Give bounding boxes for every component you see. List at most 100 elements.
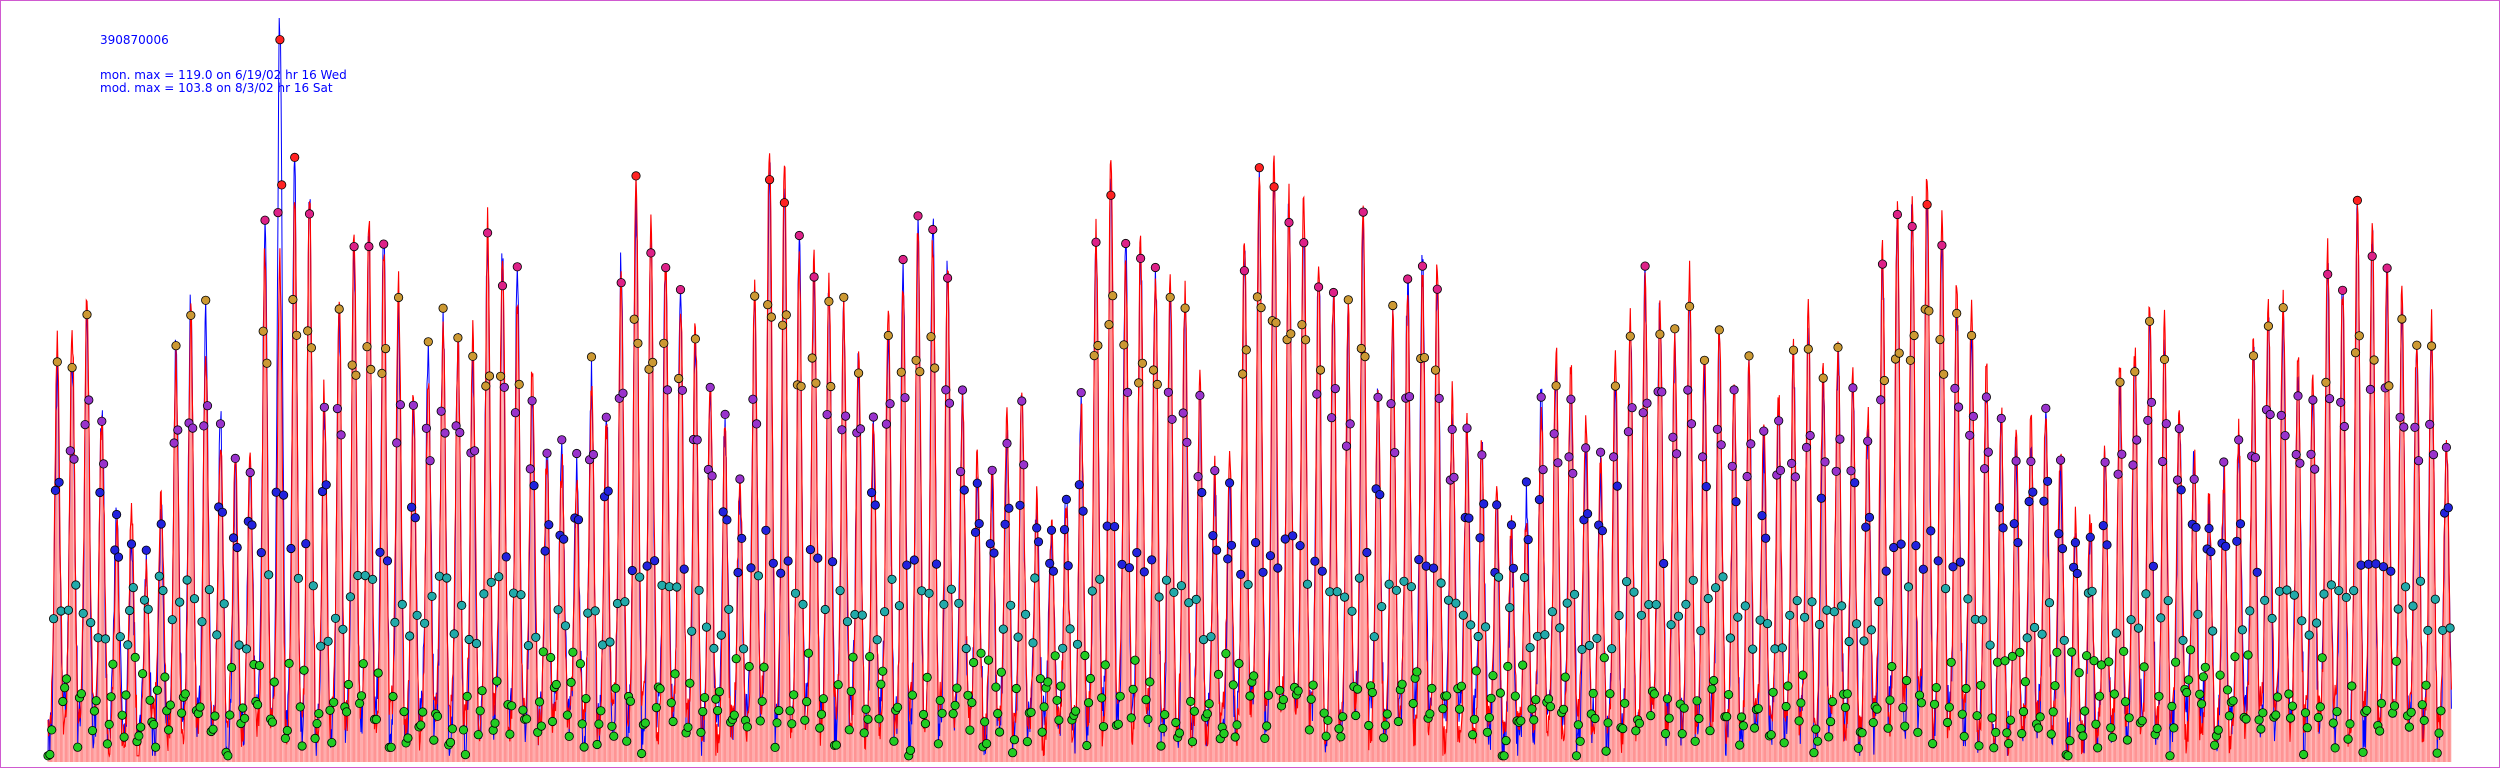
data-point [2312, 618, 2322, 628]
data-point [705, 382, 715, 392]
data-point [668, 716, 678, 727]
data-point [1874, 596, 1884, 607]
data-point [434, 571, 444, 581]
data-point [2130, 367, 2140, 377]
data-point [78, 608, 88, 619]
data-point [896, 367, 906, 377]
data-point [1488, 670, 1498, 681]
data-point [1898, 703, 1908, 713]
data-point [1570, 589, 1580, 600]
data-point [2445, 623, 2455, 633]
data-point [1052, 695, 1062, 705]
data-point [499, 382, 509, 392]
data-point [863, 714, 873, 724]
data-point [774, 705, 784, 716]
data-point [874, 714, 884, 724]
data-point [2057, 543, 2068, 554]
data-point [855, 424, 866, 434]
data-point [1204, 699, 1214, 709]
data-point [343, 679, 354, 690]
data-point [941, 385, 951, 395]
data-point [102, 739, 113, 749]
data-point [2391, 656, 2401, 666]
data-point [199, 421, 209, 431]
data-point [1236, 569, 1246, 580]
data-point [1779, 738, 1789, 748]
data-point [2200, 662, 2210, 672]
data-point [2052, 647, 2062, 657]
data-point [1375, 489, 1385, 500]
data-point [481, 381, 491, 391]
data-point [1566, 394, 1576, 404]
data-point [1716, 440, 1726, 450]
data-point [620, 597, 630, 607]
data-point [1931, 682, 1941, 693]
data-point [2126, 615, 2136, 625]
data-point [924, 588, 934, 598]
data-point [531, 632, 541, 642]
data-point [1814, 619, 1825, 630]
data-point [86, 617, 96, 628]
data-point [1106, 190, 1116, 200]
data-point [787, 719, 797, 729]
data-point [1061, 494, 1072, 504]
data-point [2119, 646, 2129, 657]
data-point [1011, 683, 1021, 694]
data-point [946, 584, 957, 594]
data-point [649, 556, 660, 566]
data-point [1590, 713, 1600, 724]
data-point [1794, 716, 1804, 726]
data-point [1295, 540, 1305, 551]
data-point [640, 718, 650, 728]
data-point [837, 425, 847, 435]
data-point [685, 678, 695, 688]
data-point [306, 343, 316, 353]
data-point [2427, 341, 2437, 351]
data-point [872, 635, 882, 645]
data-point [1942, 717, 1953, 728]
data-point [1136, 253, 1146, 263]
data-point [145, 695, 155, 705]
data-point [1672, 449, 1682, 459]
data-point [497, 281, 508, 291]
data-point [1293, 686, 1303, 696]
data-point [208, 724, 218, 734]
data-point [1740, 601, 1750, 611]
data-point [716, 630, 726, 640]
data-point [2432, 748, 2442, 758]
data-point [2289, 590, 2299, 600]
data-point [460, 749, 470, 760]
data-point [1963, 594, 1973, 604]
data-point [527, 396, 537, 406]
data-point [1968, 411, 1979, 421]
data-point [2139, 662, 2149, 672]
marker-layer [43, 35, 2455, 761]
data-point [720, 409, 730, 419]
data-point [468, 351, 478, 361]
data-point [1258, 567, 1268, 577]
data-point [1471, 666, 1481, 676]
data-point [544, 520, 554, 530]
data-point [1275, 685, 1285, 696]
data-point [1983, 447, 1993, 457]
data-point [108, 659, 118, 669]
data-point [677, 385, 688, 395]
data-point [366, 364, 376, 374]
data-point [2441, 442, 2451, 452]
data-point [100, 634, 111, 644]
data-point [2224, 711, 2234, 721]
data-point [1933, 556, 1943, 566]
data-point [1442, 691, 1452, 701]
data-point [2100, 457, 2110, 467]
data-point [219, 599, 229, 609]
data-point [646, 248, 656, 258]
data-point [1089, 350, 1099, 361]
data-point [2022, 633, 2032, 643]
data-point [2018, 706, 2029, 717]
data-point [1212, 545, 1222, 555]
data-point [1735, 740, 1745, 750]
data-point [360, 570, 370, 581]
data-point [1607, 644, 1617, 654]
data-point [241, 644, 252, 654]
data-point [559, 534, 569, 544]
